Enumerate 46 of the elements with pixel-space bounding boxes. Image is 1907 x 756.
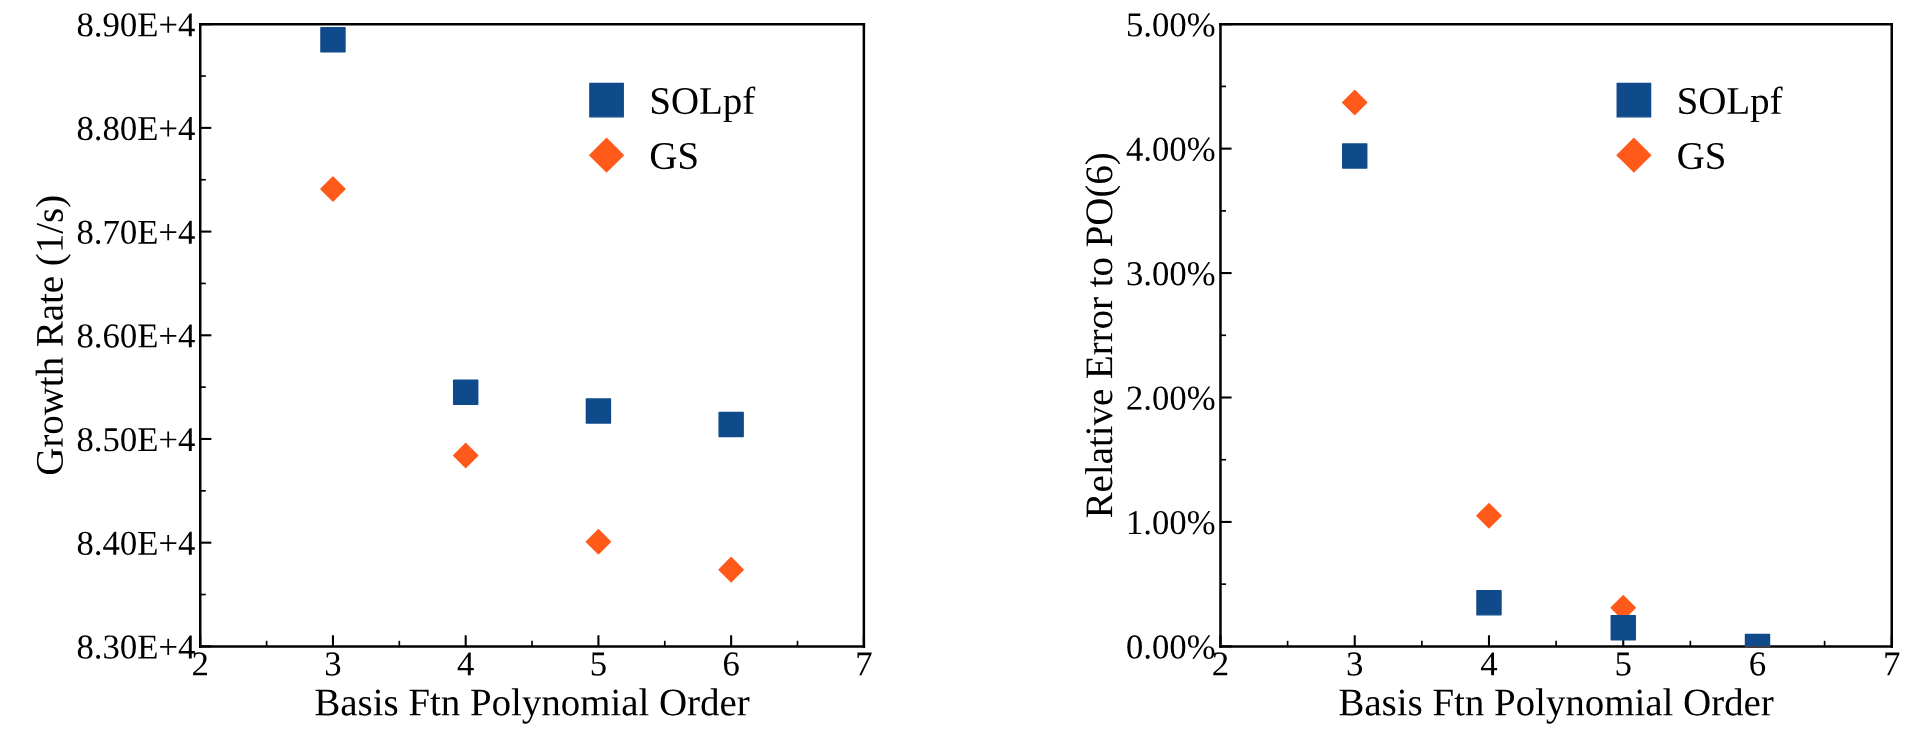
point xyxy=(1342,89,1368,116)
y-tick-label: 5.00% xyxy=(1127,13,1215,37)
x-tick-label: 7 xyxy=(857,652,872,676)
y-tick-label: 0.00% xyxy=(1127,635,1215,659)
x-tick-label: 4 xyxy=(457,652,474,676)
legend-label: GS xyxy=(650,142,697,170)
x-tick-label: 2 xyxy=(1213,652,1228,676)
x-axis-title: Basis Ftn Polynomial Order xyxy=(315,688,750,724)
legend-label: SOLpf xyxy=(1679,86,1783,123)
point xyxy=(585,528,612,555)
y-axis-title: Relative Error to PO(6) xyxy=(1085,153,1121,518)
y-tick-label: 8.80E+4 xyxy=(77,116,195,141)
point xyxy=(718,411,744,438)
legend-label: GS xyxy=(1678,142,1724,170)
x-tick-label: 3 xyxy=(1347,652,1363,676)
point xyxy=(1476,502,1502,529)
x-tick-label: 3 xyxy=(325,652,341,676)
point xyxy=(585,398,612,424)
x-tick-label: 4 xyxy=(1480,652,1498,676)
y-tick-label: 1.00% xyxy=(1128,510,1215,535)
point xyxy=(1476,590,1502,616)
x-axis-title: Basis Ftn Polynomial Order xyxy=(1339,688,1774,724)
x-tick-label: 5 xyxy=(1616,652,1631,676)
point xyxy=(718,556,744,583)
point xyxy=(1610,614,1636,641)
x-tick-label: 2 xyxy=(193,652,207,676)
x-tick-label: 7 xyxy=(1885,652,1900,676)
y-tick-label: 8.70E+4 xyxy=(77,220,195,245)
legend-label: SOLpf xyxy=(651,86,756,123)
y-tick-label: 8.40E+4 xyxy=(77,531,195,556)
y-tick-label: 8.90E+4 xyxy=(77,13,195,37)
y-tick-label: 3.00% xyxy=(1127,262,1215,286)
y-tick-label: 8.30E+4 xyxy=(77,635,195,659)
y-tick-label: 2.00% xyxy=(1127,386,1215,411)
point xyxy=(320,27,346,53)
x-tick-label: 6 xyxy=(723,652,739,676)
y-tick-label: 4.00% xyxy=(1126,137,1215,162)
x-tick-label: 5 xyxy=(591,652,606,676)
y-tick-label: 8.50E+4 xyxy=(77,427,195,452)
y-axis-title: Growth Rate (1/s) xyxy=(35,196,71,475)
x-tick-label: 6 xyxy=(1750,652,1766,676)
point xyxy=(320,176,346,202)
y-tick-label: 8.60E+4 xyxy=(77,324,195,348)
point xyxy=(452,442,479,469)
point xyxy=(1342,143,1368,169)
point xyxy=(452,379,479,406)
